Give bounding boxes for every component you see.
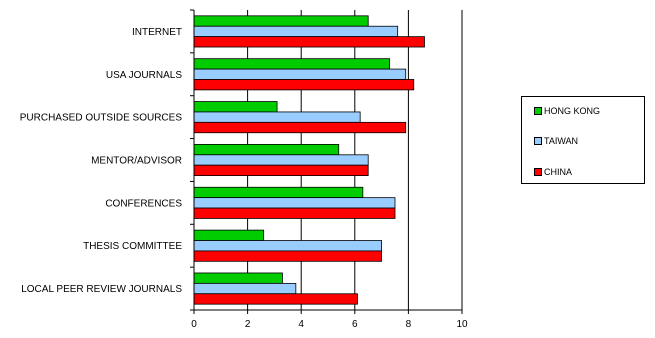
legend-label-taiwan: TAIWAN — [544, 136, 578, 146]
bar-china-usa-journals — [193, 79, 415, 91]
bar-china-thesis-committee — [193, 250, 383, 262]
category-label: PURCHASED OUTSIDE SOURCES — [20, 113, 183, 124]
legend-item-taiwan: TAIWAN — [534, 135, 578, 147]
bar-china-conferences — [193, 207, 396, 219]
legend-swatch-china — [534, 168, 542, 176]
bar-taiwan-thesis-committee — [193, 240, 383, 252]
bar-hong-kong-conferences — [193, 186, 364, 199]
category-label: THESIS COMMITTEE — [83, 241, 182, 252]
bars — [193, 15, 425, 305]
x-tick-label: 6 — [352, 319, 358, 330]
bar-taiwan-purchased-outside-sources — [193, 111, 361, 123]
bar-taiwan-local-peer-review-journals — [193, 282, 297, 295]
bar-hong-kong-mentor-advisor — [193, 143, 340, 156]
bar-hong-kong-local-peer-review-journals — [193, 272, 283, 284]
category-label: INTERNET — [132, 27, 182, 38]
category-label: LOCAL PEER REVIEW JOURNALS — [21, 284, 182, 295]
legend-label-china: CHINA — [544, 167, 573, 177]
category-labels: INTERNET USA JOURNALS PURCHASED OUTSIDE SO… — [20, 27, 183, 295]
legend-swatch-taiwan — [534, 137, 542, 145]
bar-taiwan-internet — [193, 25, 399, 38]
bar-taiwan-usa-journals — [193, 68, 407, 80]
x-tick-label: 0 — [191, 319, 197, 330]
legend-swatch-hong-kong — [534, 107, 542, 115]
bar-taiwan-mentor-advisor — [193, 154, 369, 166]
category-label: MENTOR/ADVISOR — [91, 156, 182, 167]
category-label: USA JOURNALS — [106, 70, 182, 81]
x-tick-labels: 0 2 4 6 8 10 — [191, 319, 468, 330]
bar-hong-kong-thesis-committee — [193, 229, 265, 241]
legend: HONG KONG TAIWAN CHINA — [521, 96, 645, 184]
bar-hong-kong-purchased-outside-sources — [193, 101, 278, 113]
x-tick-label: 10 — [456, 319, 468, 330]
bar-hong-kong-usa-journals — [193, 58, 391, 70]
bar-china-internet — [193, 36, 425, 48]
legend-item-china: CHINA — [534, 166, 572, 178]
bar-china-mentor-advisor — [193, 164, 369, 176]
axes — [190, 9, 463, 314]
category-label: CONFERENCES — [105, 198, 182, 209]
bar-hong-kong-internet — [193, 15, 369, 27]
legend-label-hong-kong: HONG KONG — [544, 106, 601, 116]
x-tick-label: 8 — [406, 319, 412, 330]
x-tick-label: 2 — [245, 319, 251, 330]
bar-china-purchased-outside-sources — [193, 121, 407, 134]
legend-item-hong-kong: HONG KONG — [534, 105, 600, 117]
bar-china-local-peer-review-journals — [193, 293, 358, 305]
bar-taiwan-conferences — [193, 197, 396, 209]
x-tick-label: 4 — [298, 319, 304, 330]
